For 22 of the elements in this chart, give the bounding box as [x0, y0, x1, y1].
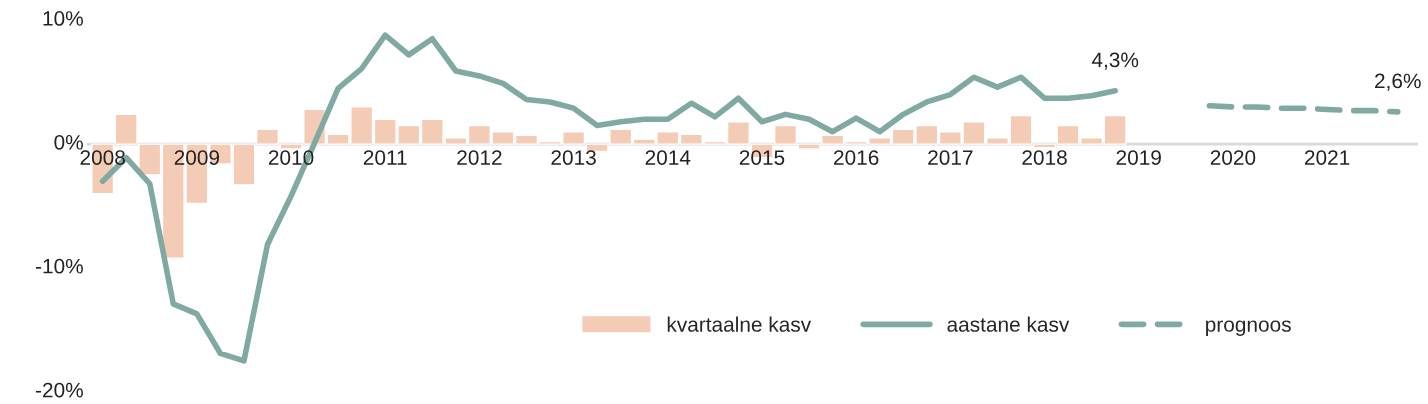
- legend-label: prognoos: [1206, 320, 1291, 336]
- y-tick-label: -20%: [35, 382, 83, 398]
- data-label: 2,6%: [1375, 73, 1421, 91]
- data-label: 4,3%: [1091, 52, 1139, 70]
- x-tick-label: 2008: [80, 150, 125, 165]
- x-tick-label: 2018: [1022, 150, 1067, 165]
- legend-label: aastane kasv: [947, 316, 1070, 332]
- x-tick-label: 2016: [834, 150, 879, 165]
- y-tick-label: 10%: [43, 11, 83, 26]
- x-tick-label: 2020: [1210, 150, 1256, 165]
- y-tick-label: -10%: [35, 258, 83, 274]
- x-tick-label: 2019: [1116, 150, 1161, 165]
- x-tick-label: 2012: [457, 150, 502, 165]
- x-tick-label: 2011: [363, 150, 407, 165]
- x-tick-label: 2021: [1304, 150, 1350, 165]
- x-tick-label: 2009: [174, 150, 220, 165]
- legend-label: kvartaalne kasv: [667, 316, 812, 332]
- y-tick-label: 0%: [54, 134, 83, 150]
- x-tick-label: 2017: [928, 150, 973, 165]
- x-tick-label: 2015: [739, 150, 785, 165]
- x-tick-label: 2014: [645, 150, 691, 165]
- x-tick-label: 2013: [551, 150, 596, 165]
